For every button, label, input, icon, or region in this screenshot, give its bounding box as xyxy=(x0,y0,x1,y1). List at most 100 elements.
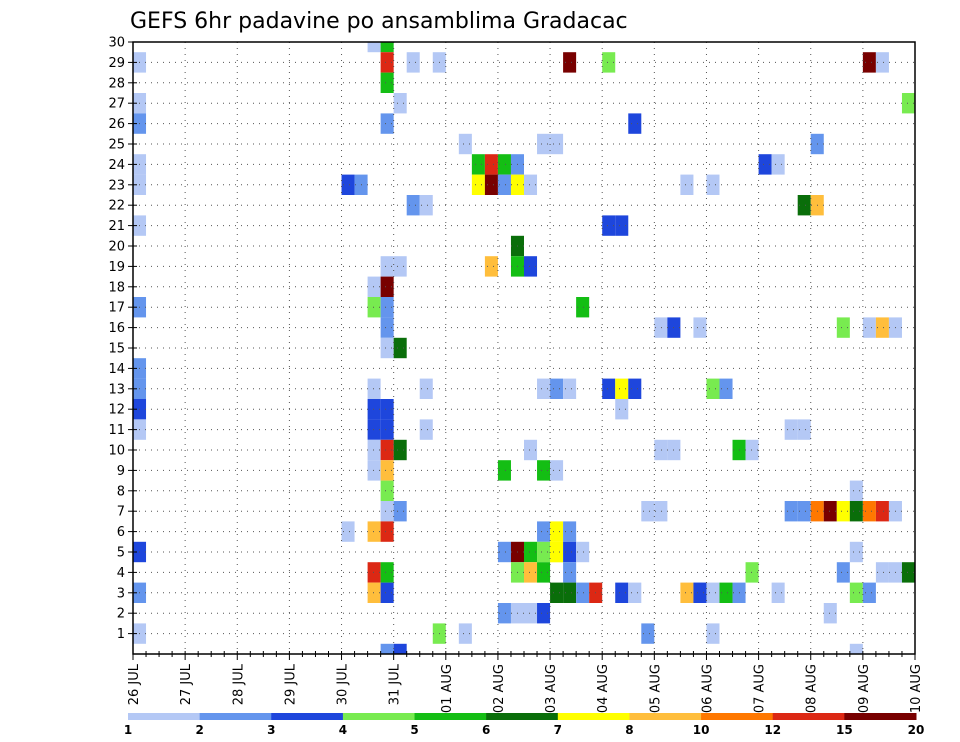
cell-80 xyxy=(550,521,564,542)
cell-25 xyxy=(406,195,420,216)
cell-88 xyxy=(563,541,577,563)
cell-30 xyxy=(380,276,394,297)
cell-99 xyxy=(628,582,642,603)
y-tick-label-11: 11 xyxy=(108,423,125,438)
chart-title: GEFS 6hr padavine po ansamblima Gradacac xyxy=(130,9,628,34)
cell-51 xyxy=(367,521,381,542)
cell-58 xyxy=(393,643,407,654)
cell-20 xyxy=(380,72,394,93)
y-tick-label-2: 2 xyxy=(117,607,125,622)
cell-108 xyxy=(576,297,590,318)
cell-102 xyxy=(524,603,538,624)
cell-23 xyxy=(406,52,420,73)
cell-52 xyxy=(380,521,394,542)
colorbar-label-9: 12 xyxy=(764,723,781,737)
cell-79 xyxy=(537,521,551,542)
y-tick-label-10: 10 xyxy=(108,444,125,459)
x-tick-label-10: 05 AUG xyxy=(648,664,663,713)
colorbar-swatch-5 xyxy=(486,713,559,720)
cell-74 xyxy=(524,256,538,277)
cell-53 xyxy=(367,562,381,583)
cell-26 xyxy=(419,195,433,216)
colorbar-swatch-10 xyxy=(844,713,917,720)
cell-129 xyxy=(680,174,694,195)
cell-21 xyxy=(380,113,394,134)
cell-103 xyxy=(537,603,551,624)
cell-38 xyxy=(367,399,381,420)
cell-128 xyxy=(719,378,733,399)
cell-44 xyxy=(380,439,394,461)
cell-168 xyxy=(836,317,850,338)
cell-120 xyxy=(654,317,668,338)
x-tick-label-12: 07 AUG xyxy=(753,664,768,713)
cell-96 xyxy=(576,582,590,603)
y-tick-label-18: 18 xyxy=(108,280,125,295)
cell-61 xyxy=(458,133,472,155)
x-tick-label-13: 08 AUG xyxy=(805,664,820,713)
cell-27 xyxy=(380,256,394,277)
y-tick-label-7: 7 xyxy=(117,505,125,520)
colorbar-swatch-8 xyxy=(701,713,774,720)
cell-118 xyxy=(628,113,642,134)
y-tick-label-9: 9 xyxy=(117,464,125,479)
y-tick-label-19: 19 xyxy=(108,260,125,275)
cell-160 xyxy=(836,562,850,583)
cell-85 xyxy=(524,541,538,563)
x-tick-label-15: 10 AUG xyxy=(909,664,924,713)
cell-148 xyxy=(784,419,798,440)
cell-14 xyxy=(341,174,355,195)
cell-155 xyxy=(862,501,876,522)
x-tick-label-2: 28 JUL xyxy=(231,663,246,705)
cell-46 xyxy=(367,460,381,481)
y-tick-label-3: 3 xyxy=(117,586,125,601)
cell-75 xyxy=(524,439,538,461)
x-tick-label-14: 09 AUG xyxy=(857,664,872,713)
cell-149 xyxy=(784,501,798,522)
colorbar-label-10: 15 xyxy=(836,723,853,737)
cell-17 xyxy=(367,42,381,53)
cell-39 xyxy=(380,399,394,420)
cell-145 xyxy=(797,195,811,216)
colorbar-swatch-0 xyxy=(128,713,201,720)
colorbar: 1 2 3 4 5 6 7 8 10 12 15 20 xyxy=(124,713,924,737)
cell-131 xyxy=(758,154,772,175)
colorbar-label-0: 1 xyxy=(124,723,132,737)
cell-159 xyxy=(849,541,863,563)
y-tick-label-5: 5 xyxy=(117,546,125,561)
cell-132 xyxy=(771,154,785,175)
cell-173 xyxy=(875,52,889,73)
y-tick-label-29: 29 xyxy=(108,56,125,71)
cell-22 xyxy=(393,93,407,114)
cell-161 xyxy=(875,562,889,583)
x-tick-label-3: 29 JUL xyxy=(283,663,298,705)
y-tick-label-1: 1 xyxy=(117,627,125,642)
cell-93 xyxy=(563,562,577,583)
cell-107 xyxy=(602,52,616,73)
cell-48 xyxy=(380,480,394,501)
colorbar-swatch-1 xyxy=(199,713,272,720)
cell-119 xyxy=(641,623,655,644)
cell-106 xyxy=(563,52,577,73)
colorbar-label-5: 6 xyxy=(482,723,490,737)
cell-54 xyxy=(380,562,394,583)
cell-112 xyxy=(602,378,616,399)
cell-35 xyxy=(393,337,407,359)
colorbar-swatch-2 xyxy=(271,713,344,720)
cell-81 xyxy=(563,521,577,542)
y-tick-label-28: 28 xyxy=(108,76,125,91)
cell-122 xyxy=(693,317,707,338)
cell-139 xyxy=(680,582,694,603)
cell-72 xyxy=(484,256,498,277)
y-tick-label-12: 12 xyxy=(108,403,125,418)
cell-109 xyxy=(537,378,551,399)
cell-34 xyxy=(380,337,394,359)
cell-150 xyxy=(797,501,811,522)
cell-83 xyxy=(497,541,511,563)
colorbar-label-7: 8 xyxy=(625,723,633,737)
cell-100 xyxy=(497,603,511,624)
cell-141 xyxy=(706,582,720,603)
y-tick-label-14: 14 xyxy=(108,362,125,377)
cell-172 xyxy=(862,52,876,73)
cell-130 xyxy=(706,174,720,195)
cell-63 xyxy=(484,154,498,175)
